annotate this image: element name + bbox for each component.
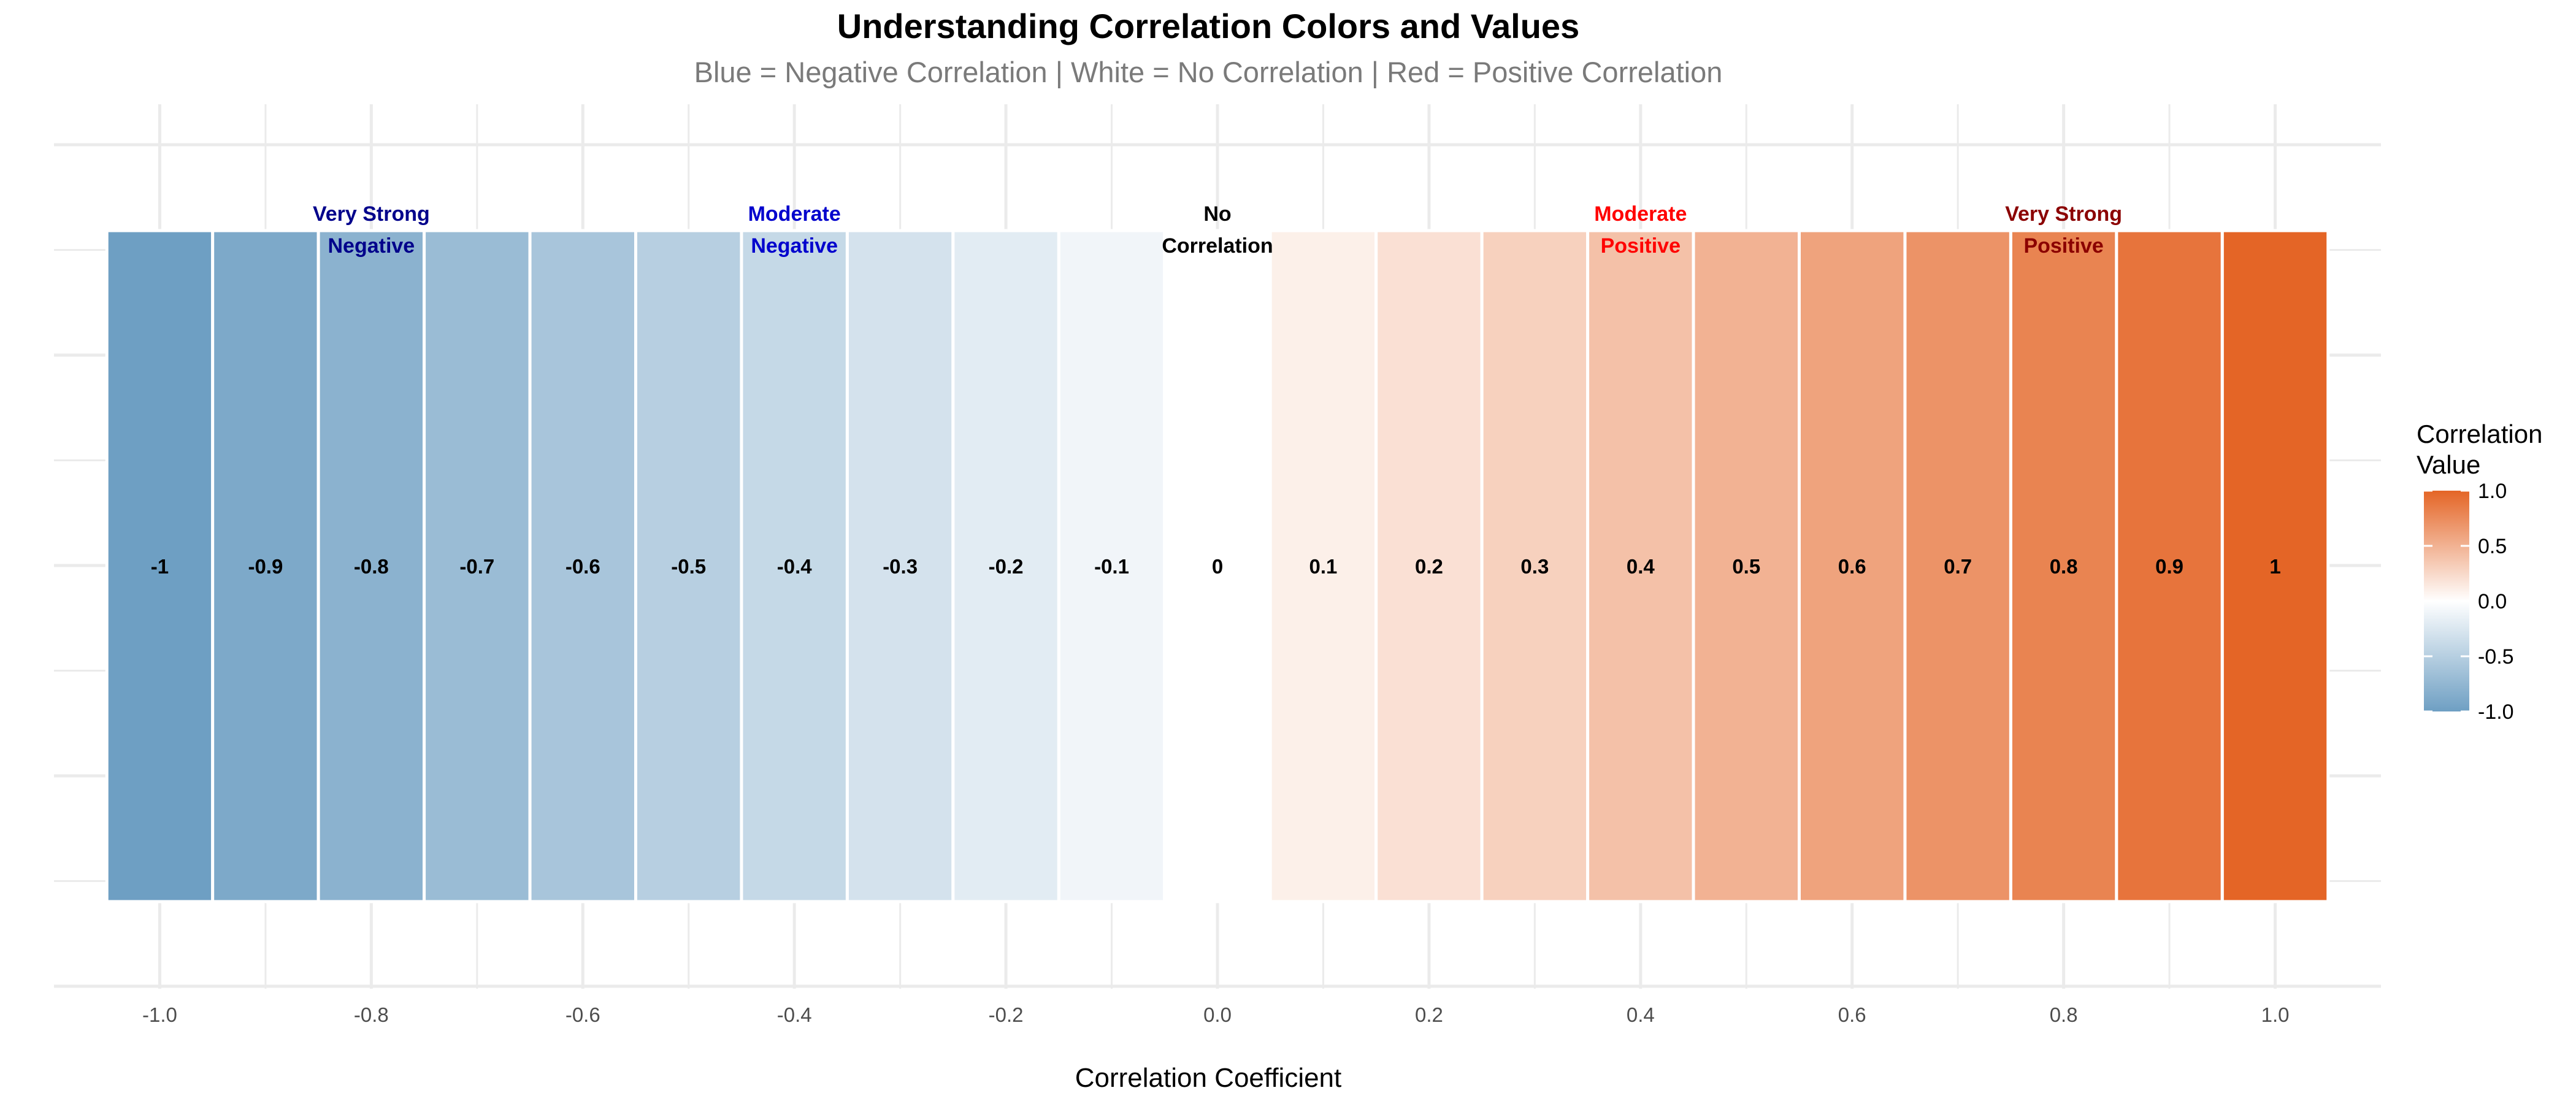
legend-tick-label: 0.0 (2478, 590, 2507, 613)
x-axis-ticks: -1.0 -0.8 -0.6 -0.4 -0.2 0.0 0.2 0.4 0.6 0.8 1.0 (142, 1003, 2289, 1026)
annotation-label: Negative (328, 234, 415, 258)
bar-0.2 (1374, 229, 1484, 903)
bar--0.8 (316, 229, 426, 903)
bar-labels: -1 -0.9 -0.8 -0.7 -0.6 -0.5 -0.4 -0.3 -0.2 -0.1 0 0… (151, 555, 2281, 578)
legend-tick-label: 0.5 (2478, 535, 2507, 558)
bar-value-label: -1 (151, 555, 169, 578)
chart-subtitle: Blue = Negative Correlation | White = No… (694, 56, 1723, 88)
bar-0.9 (2115, 229, 2224, 903)
bar-value-label: -0.1 (1094, 555, 1129, 578)
bar-value-label: 0.3 (1520, 555, 1549, 578)
x-tick-label: -1.0 (142, 1003, 177, 1026)
x-axis-title: Correlation Coefficient (1075, 1063, 1342, 1093)
bar-value-label: -0.6 (565, 555, 600, 578)
bar-0.4 (1586, 229, 1695, 903)
bars (105, 229, 2330, 903)
annotation-label: Very Strong (2005, 202, 2122, 226)
bar--0.7 (423, 229, 532, 903)
bar-value-label: -0.5 (671, 555, 706, 578)
x-tick-label: -0.2 (989, 1003, 1024, 1026)
bar-value-label: 0.6 (1838, 555, 1866, 578)
bar-value-label: 1 (2269, 555, 2280, 578)
bar-value-label: -0.9 (248, 555, 283, 578)
annotation-label: Very Strong (313, 202, 430, 226)
bar-0.3 (1480, 229, 1590, 903)
bar-value-label: -0.4 (777, 555, 813, 578)
bar-value-label: 0.2 (1415, 555, 1443, 578)
bar-0.1 (1268, 229, 1378, 903)
legend-title-line-1: Correlation (2417, 420, 2542, 448)
x-tick-label: 0.2 (1415, 1003, 1443, 1026)
bar-value-label: 0.4 (1627, 555, 1655, 578)
bar--0.5 (634, 229, 743, 903)
bar-value-label: 0.7 (1944, 555, 1972, 578)
bar-value-label: -0.7 (459, 555, 494, 578)
annotations: Very Strong Negative Moderate Negative No Cor… (313, 202, 2122, 258)
x-tick-label: 0.0 (1203, 1003, 1232, 1026)
bar-0.7 (1903, 229, 2012, 903)
bar-value-label: -0.2 (989, 555, 1024, 578)
bar-0.8 (2009, 229, 2118, 903)
x-tick-label: 0.4 (1627, 1003, 1655, 1026)
annotation-label: No (1203, 202, 1231, 226)
legend-title-line-2: Value (2417, 450, 2480, 479)
legend: Correlation Value 1.0 0.5 0.0 -0.5 -1.0 (2417, 420, 2542, 724)
bar-value-label: -0.3 (883, 555, 918, 578)
bar-value-label: -0.8 (354, 555, 389, 578)
bar-value-label: 0.8 (2050, 555, 2078, 578)
x-tick-label: 0.6 (1838, 1003, 1866, 1026)
x-tick-label: 1.0 (2261, 1003, 2290, 1026)
bar-1 (2220, 229, 2330, 903)
bar-value-label: 0 (1212, 555, 1223, 578)
x-tick-label: -0.4 (777, 1003, 812, 1026)
legend-ticks: 1.0 0.5 0.0 -0.5 -1.0 (2424, 480, 2514, 724)
bar-value-label: 0.1 (1309, 555, 1338, 578)
bar-0.5 (1692, 229, 1801, 903)
bar--0.3 (845, 229, 955, 903)
x-tick-label: -0.6 (565, 1003, 600, 1026)
chart-title: Understanding Correlation Colors and Val… (837, 7, 1579, 45)
annotation-label: Correlation (1162, 234, 1273, 258)
x-tick-label: -0.8 (354, 1003, 389, 1026)
annotation-label: Positive (2023, 234, 2103, 258)
bar-value-label: 0.5 (1732, 555, 1760, 578)
legend-tick-label: 1.0 (2478, 480, 2507, 503)
annotation-label: Positive (1601, 234, 1681, 258)
bar-value-label: 0.9 (2155, 555, 2183, 578)
x-tick-label: 0.8 (2050, 1003, 2078, 1026)
annotation-label: Moderate (1594, 202, 1687, 226)
bar--0.6 (528, 229, 638, 903)
annotation-label: Negative (751, 234, 838, 258)
legend-tick-label: -0.5 (2478, 645, 2514, 669)
annotation-label: Moderate (748, 202, 841, 226)
bar--0.4 (740, 229, 849, 903)
legend-tick-label: -1.0 (2478, 700, 2514, 724)
